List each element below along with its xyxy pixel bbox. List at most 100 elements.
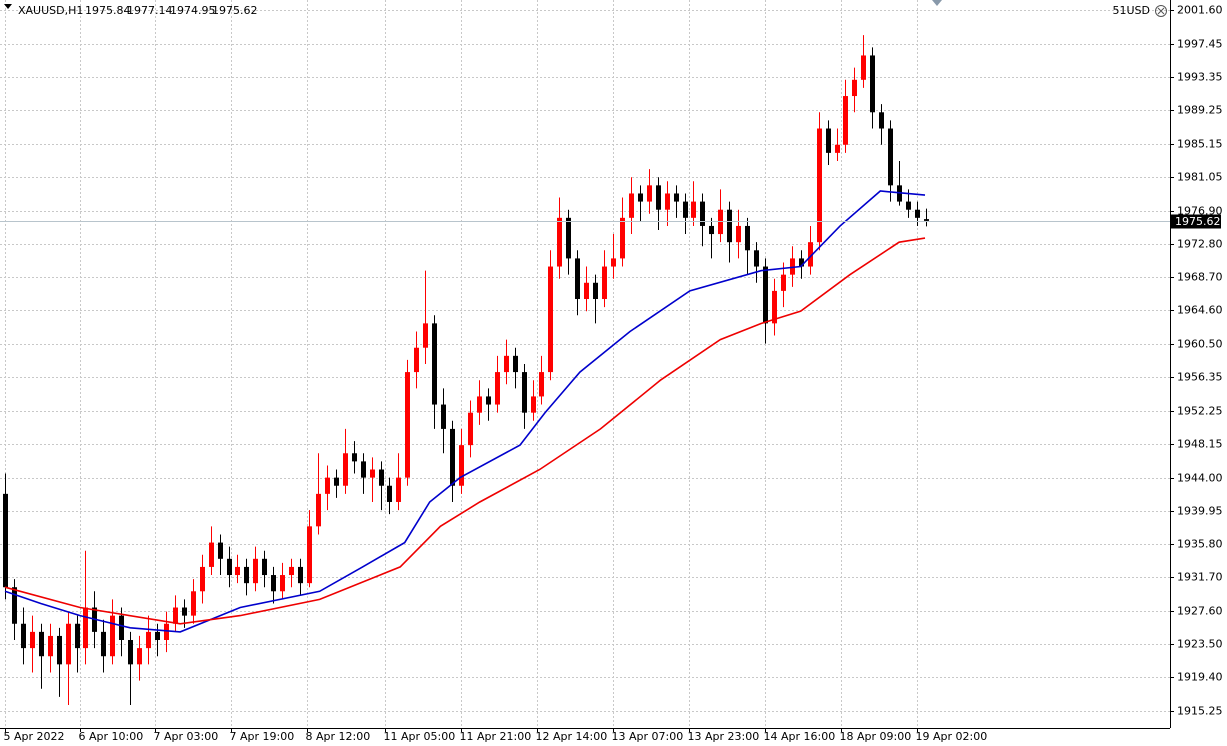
- moving-average: [4, 237, 926, 625]
- candle-body: [888, 128, 893, 186]
- candle-body: [683, 201, 688, 218]
- candle-body: [799, 258, 804, 267]
- candle-body: [379, 469, 384, 486]
- candle-body: [575, 258, 580, 300]
- candle-body: [504, 355, 509, 373]
- candle-body: [128, 639, 133, 665]
- x-tick-label: 7 Apr 19:00: [230, 730, 295, 743]
- x-tick-label: 7 Apr 03:00: [154, 730, 219, 743]
- candle-body: [879, 112, 884, 129]
- candle-body: [852, 79, 857, 97]
- y-tick-label: 1972.80: [1177, 238, 1223, 251]
- candle-body: [736, 225, 741, 243]
- candle-body: [387, 485, 392, 502]
- x-tick-label: 8 Apr 12:00: [306, 730, 371, 743]
- candle-body: [745, 225, 750, 251]
- candle-body: [486, 396, 491, 405]
- candle-body: [754, 250, 759, 267]
- candle-body: [870, 55, 875, 113]
- candle-body: [30, 631, 35, 649]
- candle-body: [244, 566, 249, 584]
- x-tick-label: 5 Apr 2022: [4, 730, 65, 743]
- y-tick-label: 1952.25: [1177, 405, 1223, 418]
- candle-body: [414, 347, 419, 373]
- moving-average: [4, 190, 926, 633]
- candle-body: [325, 477, 330, 494]
- y-tick-label: 1939.95: [1177, 505, 1223, 518]
- candle-body: [280, 575, 285, 592]
- candle-body: [155, 631, 160, 640]
- x-tick-label: 14 Apr 16:00: [764, 730, 836, 743]
- candle-body: [548, 266, 553, 373]
- candle-body: [3, 493, 8, 588]
- candle-body: [370, 469, 375, 478]
- candle-body: [772, 290, 777, 324]
- candle-body: [522, 372, 527, 413]
- y-tick-label: 1935.80: [1177, 538, 1223, 551]
- candle-body: [835, 144, 840, 153]
- candle-body: [557, 217, 562, 267]
- candle-body: [513, 355, 518, 373]
- y-tick-label: 1964.60: [1177, 304, 1223, 317]
- candle-body: [843, 96, 848, 145]
- x-tick-label: 11 Apr 21:00: [460, 730, 532, 743]
- y-tick-label: 1948.15: [1177, 438, 1223, 451]
- candle-body: [12, 587, 17, 624]
- candle-body: [790, 258, 795, 275]
- candle-body: [620, 217, 625, 259]
- candle-body: [218, 542, 223, 559]
- y-tick-label: 1997.45: [1177, 38, 1223, 51]
- symbol: XAUUSD,H1: [18, 4, 83, 17]
- candle-body: [656, 185, 661, 210]
- candle-body: [629, 193, 634, 218]
- candle-body: [361, 461, 366, 478]
- candle-body: [531, 396, 536, 413]
- y-tick-label: 1915.25: [1177, 705, 1223, 718]
- x-tick-label: 6 Apr 10:00: [79, 730, 144, 743]
- close-value: 1975.62: [212, 4, 258, 17]
- y-tick-label: 2001.60: [1177, 4, 1223, 17]
- candle-body: [611, 258, 616, 267]
- candle-body: [352, 453, 357, 462]
- grid: [0, 0, 1170, 728]
- candle-body: [727, 209, 732, 243]
- candle-body: [271, 575, 276, 592]
- candle-body: [191, 591, 196, 616]
- x-tick-label: 18 Apr 09:00: [840, 730, 912, 743]
- candle-body: [137, 648, 142, 665]
- candle-body: [915, 209, 920, 218]
- candle-body: [182, 607, 187, 616]
- y-tick-label: 1981.05: [1177, 171, 1223, 184]
- menu-icon[interactable]: [4, 4, 12, 9]
- candle-body: [781, 274, 786, 291]
- candle-body: [861, 55, 866, 80]
- candle-body: [396, 477, 401, 502]
- x-tick-label: 11 Apr 05:00: [384, 730, 456, 743]
- candle-body: [423, 323, 428, 348]
- candle-body: [674, 193, 679, 202]
- candle-body: [477, 396, 482, 413]
- candle-body: [164, 623, 169, 640]
- candle-body: [691, 201, 696, 218]
- candle-body: [700, 201, 705, 226]
- y-tick-label: 1960.50: [1177, 338, 1223, 351]
- candle-body: [298, 566, 303, 584]
- y-tick-label: 1989.25: [1177, 104, 1223, 117]
- candle-body: [441, 404, 446, 429]
- candle-body: [450, 428, 455, 486]
- candle-body: [146, 631, 151, 649]
- shift-marker[interactable]: [932, 0, 942, 6]
- x-tick-label: 12 Apr 14:00: [536, 730, 608, 743]
- candle-body: [75, 623, 80, 649]
- candle-body: [405, 372, 410, 478]
- candle-body: [307, 526, 312, 584]
- candle-body: [665, 193, 670, 210]
- x-tick-label: 13 Apr 23:00: [688, 730, 760, 743]
- open-value: 1975.84: [85, 4, 131, 17]
- candle-body: [539, 372, 544, 397]
- candle-body: [906, 201, 911, 210]
- candle-body: [209, 542, 214, 567]
- x-tick-label: 13 Apr 07:00: [612, 730, 684, 743]
- close-icon[interactable]: [1155, 5, 1167, 17]
